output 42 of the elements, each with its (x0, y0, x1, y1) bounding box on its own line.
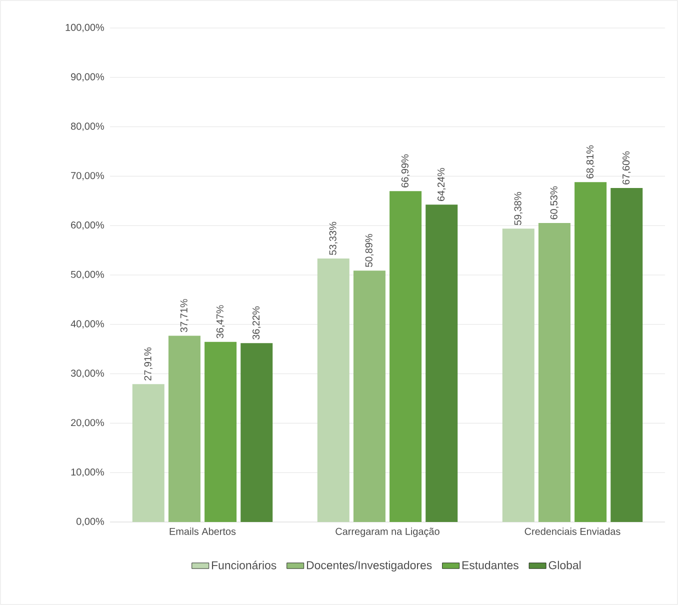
bar (353, 270, 386, 522)
bar (317, 258, 350, 522)
data-label: 50,89% (365, 234, 374, 267)
x-tick-label: Emails Abertos (170, 528, 236, 535)
data-label: 37,71% (180, 299, 189, 332)
y-tick-label: 30,00% (70, 370, 104, 378)
y-tick-label: 90,00% (71, 73, 104, 82)
data-label: 64,24% (438, 168, 446, 201)
data-label: 60,53% (550, 186, 559, 220)
x-tick-label: Carregaram na Ligação (336, 528, 440, 537)
y-tick-label: 0,00% (76, 518, 104, 526)
x-tick-label: Credenciais Enviadas (524, 528, 620, 535)
bar (240, 343, 273, 522)
data-label: 68,81% (586, 145, 595, 178)
data-label: 66,99% (401, 154, 410, 188)
y-tick-label: 60,00% (71, 221, 104, 230)
bar (168, 336, 200, 522)
y-tick-label: 50,00% (70, 270, 104, 280)
bar (426, 204, 458, 522)
y-tick-label: 80,00% (71, 122, 104, 131)
data-label: 36,22% (252, 306, 261, 340)
data-label: 59,38% (514, 192, 523, 226)
data-label: 53,33% (329, 222, 338, 255)
bar (502, 228, 534, 522)
y-tick-label: 40,00% (70, 320, 104, 329)
y-tick-label: 100,00% (66, 24, 104, 32)
data-label: 27,91% (144, 347, 153, 380)
data-label: 67,60% (622, 151, 631, 184)
y-tick-label: 70,00% (71, 172, 104, 180)
bar (610, 188, 643, 522)
legend-label: Funcionários (212, 560, 276, 570)
bar (538, 222, 570, 522)
y-tick-label: 20,00% (71, 419, 104, 428)
legend-label: Estudantes (462, 560, 518, 570)
data-label: 36,47% (216, 305, 225, 338)
bar (204, 342, 237, 522)
legend-label: Docentes/Investigadores (306, 560, 432, 572)
bar (390, 191, 422, 522)
legend-label: Global (548, 560, 581, 570)
bar (132, 384, 164, 522)
bar (574, 182, 607, 522)
y-tick-label: 10,00% (71, 468, 104, 477)
